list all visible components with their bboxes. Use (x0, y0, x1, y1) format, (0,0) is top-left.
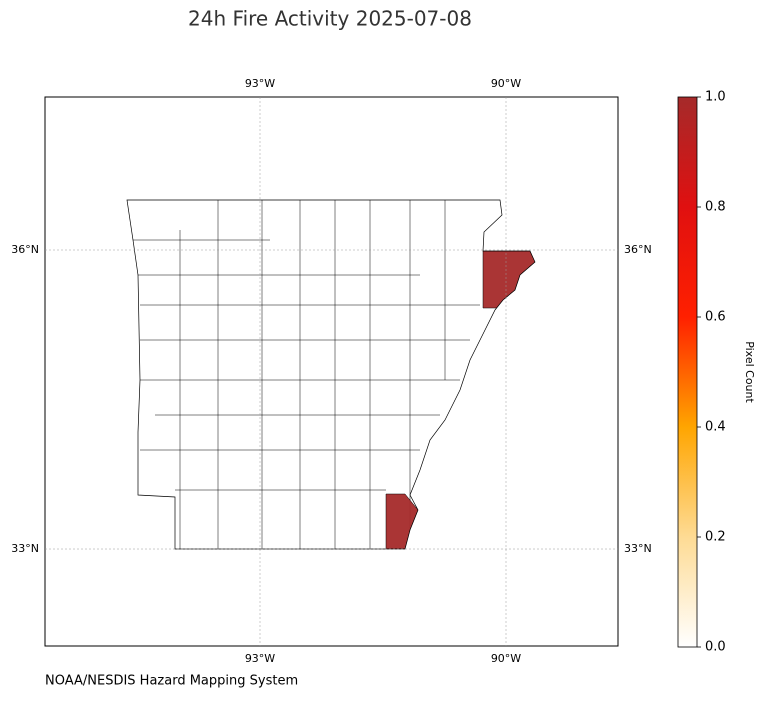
lon-label-top: 93°W (245, 77, 275, 90)
county-lines (130, 200, 535, 549)
state-outline (126, 199, 536, 550)
map-title: 24h Fire Activity 2025-07-08 (188, 7, 472, 31)
lon-label-top: 90°W (491, 77, 521, 90)
lat-label-left: 33°N (11, 542, 39, 555)
lat-label-left: 36°N (11, 243, 39, 256)
county-grid (130, 200, 480, 549)
lat-label-right: 36°N (624, 243, 652, 256)
colorbar-tick-label: 0.2 (705, 530, 726, 545)
lon-label-bottom: 90°W (491, 652, 521, 665)
colorbar-label: Pixel Count (743, 341, 756, 403)
colorbar-tick-label: 0.6 (705, 310, 726, 325)
colorbar (677, 96, 698, 648)
colorbar-tick-label: 0.4 (705, 420, 726, 435)
map-area (45, 97, 618, 646)
footer: NOAA/NESDIS Hazard Mapping System (45, 674, 298, 689)
lat-label-right: 33°N (624, 542, 652, 555)
lon-label-bottom: 93°W (245, 652, 275, 665)
colorbar-tick-label: 0.0 (705, 640, 726, 655)
map-background (45, 97, 618, 646)
colorbar-tick-label: 0.8 (705, 200, 726, 215)
map-frame (44, 96, 619, 647)
colorbar-tick-label: 1.0 (705, 90, 726, 105)
